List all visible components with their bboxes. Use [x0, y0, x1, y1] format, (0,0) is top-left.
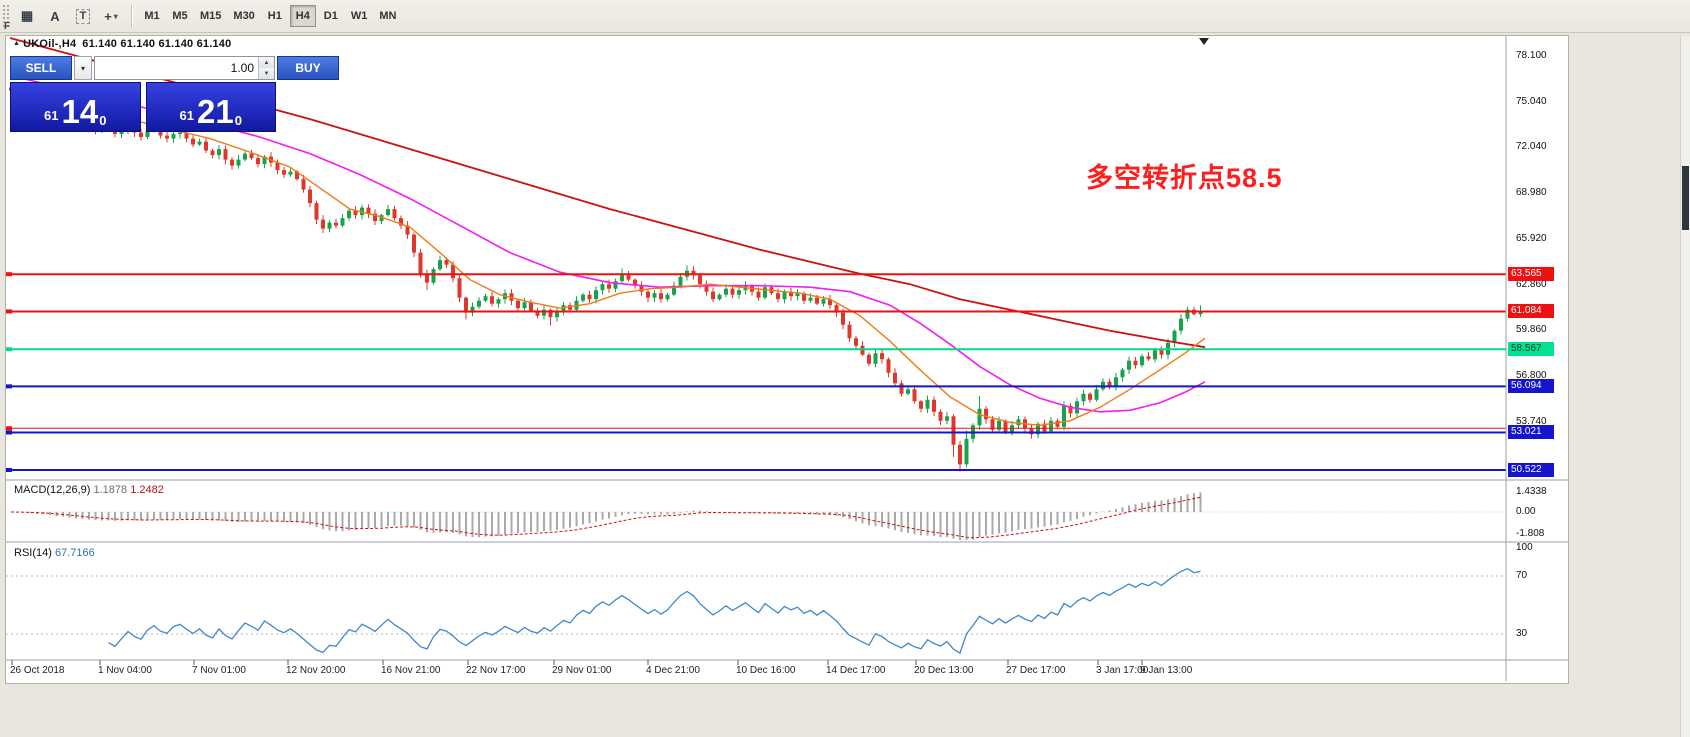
trade-prices-row: 61 14 0 61 21 0: [10, 82, 276, 132]
chart-ohlc-values: 61.140 61.140 61.140 61.140: [82, 38, 232, 50]
price-line-tag: 53.021: [1508, 425, 1554, 440]
time-axis-label: 3 Jan 17:00: [1096, 665, 1149, 676]
rsi-indicator-label: RSI(14) 67.7166: [14, 547, 95, 559]
lot-spin-down-icon[interactable]: ▼: [259, 68, 275, 79]
price-line-tag: 58.567: [1508, 342, 1554, 357]
buy-price-sup: 0: [234, 113, 242, 128]
time-axis-label: 27 Dec 17:00: [1006, 665, 1066, 676]
lot-spin-up-icon[interactable]: ▲: [259, 57, 275, 68]
trade-controls-row: SELL ▾ ▲ ▼ BUY: [10, 56, 340, 80]
one-click-trading-panel: SELL ▾ ▲ ▼ BUY 61 14 0 61 21 0: [10, 56, 340, 132]
scrollbar-thumb[interactable]: [1682, 166, 1689, 230]
price-axis-label: 53.740: [1516, 415, 1547, 427]
price-line-tag: 61.084: [1508, 304, 1554, 319]
time-axis-label: 10 Dec 16:00: [736, 665, 796, 676]
timeframe-m30[interactable]: M30: [228, 5, 259, 27]
rsi-axis-label: 30: [1516, 628, 1528, 639]
rsi-axis-label: 100: [1516, 542, 1533, 553]
time-axis-label: 9 Jan 13:00: [1140, 665, 1193, 676]
main-toolbar: ▦ A T + ▾ M1 M5 M15 M30 H1 H4 D1 W1 MN: [0, 0, 1690, 33]
price-line-tag: 50.522: [1508, 463, 1554, 477]
time-axis-label: 1 Nov 04:00: [98, 665, 152, 676]
buy-price-base: 61: [179, 107, 194, 123]
time-axis-label: 26 Oct 2018: [10, 665, 65, 676]
macd-name: MACD(12,26,9): [14, 484, 91, 496]
rsi-line: [108, 567, 1201, 654]
text-label-tool-icon[interactable]: A: [42, 4, 68, 28]
chart-shift-marker: [1199, 38, 1209, 45]
timeframe-h1[interactable]: H1: [262, 5, 288, 27]
time-axis-label: 29 Nov 01:00: [552, 665, 612, 676]
timeframe-m1[interactable]: M1: [139, 5, 165, 27]
price-axis-label: 65.920: [1516, 232, 1547, 244]
price-line-tag: 56.094: [1508, 379, 1554, 394]
time-axis-label: 20 Dec 13:00: [914, 665, 974, 676]
dock-label: F: [4, 21, 11, 32]
rsi-value: 67.7166: [54, 547, 95, 559]
lot-size-input[interactable]: [95, 57, 259, 79]
price-axis-label: 62.860: [1516, 278, 1547, 290]
rsi-axis-label: 70: [1516, 570, 1528, 581]
rsi-name: RSI(14): [14, 547, 52, 559]
macd-axis-label: 1.4338: [1516, 486, 1547, 497]
cursor-tool-icon[interactable]: + ▾: [98, 4, 124, 28]
buy-price-big: 21: [197, 93, 234, 131]
timeframe-m5[interactable]: M5: [167, 5, 193, 27]
sell-price-base: 61: [44, 107, 59, 123]
price-axis-label: 78.100: [1516, 50, 1547, 61]
trade-panel-toggle-icon[interactable]: ▲: [13, 40, 21, 47]
time-axis-label: 12 Nov 20:00: [286, 665, 346, 676]
chart-header: ▲ UKOil-,H4 61.140 61.140 61.140 61.140: [13, 38, 231, 50]
text-box-tool-icon[interactable]: T: [70, 4, 96, 28]
price-axis-label: 72.040: [1516, 140, 1547, 152]
price-axis-label: 75.040: [1516, 95, 1547, 107]
timeframe-toolbar: M1 M5 M15 M30 H1 H4 D1 W1 MN: [138, 0, 402, 32]
timeframe-h4[interactable]: H4: [289, 5, 316, 27]
price-line-tag: 63.565: [1508, 267, 1554, 282]
time-axis-label: 22 Nov 17:00: [466, 665, 526, 676]
ma-mid-line: [9, 74, 1206, 413]
lot-size-field: ▲ ▼: [94, 56, 276, 80]
buy-button[interactable]: BUY: [277, 56, 340, 80]
ma-short-line: [9, 92, 1206, 427]
timeframe-mn[interactable]: MN: [374, 5, 401, 27]
macd-axis-label: -1.808: [1516, 528, 1545, 539]
time-axis-label: 7 Nov 01:00: [192, 665, 246, 676]
toolbar-grip-handle[interactable]: [2, 4, 9, 28]
time-axis-label: 4 Dec 21:00: [646, 665, 700, 676]
chart-symbol-label: UKOil-,H4: [23, 38, 77, 50]
sell-price-big: 14: [61, 93, 99, 131]
chart-annotation: 多空转折点58.5: [1086, 163, 1283, 193]
timeframe-m15[interactable]: M15: [195, 5, 226, 27]
sell-button[interactable]: SELL: [10, 56, 72, 80]
price-chart-canvas[interactable]: [6, 36, 1568, 683]
time-axis-label: 16 Nov 21:00: [381, 665, 441, 676]
toolbar-separator: [131, 5, 132, 27]
lot-dropdown-caret-icon[interactable]: ▾: [74, 56, 93, 80]
vertical-scrollbar[interactable]: [1680, 36, 1690, 737]
lot-spinner: ▲ ▼: [258, 57, 275, 79]
macd-signal-line: [10, 496, 1201, 539]
macd-main-value: 1.1878: [93, 484, 128, 496]
price-axis[interactable]: 78.100 75.040 72.040 68.980 65.920 62.860 59.8…: [1507, 36, 1568, 681]
sell-price-box[interactable]: 61 14 0: [10, 82, 141, 132]
grid-tool-icon[interactable]: ▦: [14, 4, 40, 28]
macd-indicator-label: MACD(12,26,9) 1.1878 1.2482: [14, 484, 164, 496]
macd-signal-value: 1.2482: [130, 484, 164, 496]
chart-tools-group: ▦ A T + ▾: [13, 0, 125, 32]
price-axis-label: 68.980: [1516, 186, 1547, 198]
sell-price-sup: 0: [99, 113, 107, 128]
time-axis[interactable]: 26 Oct 2018 1 Nov 04:00 7 Nov 01:00 12 Nov …: [6, 665, 1506, 680]
macd-axis-label: 0.00: [1516, 506, 1536, 517]
price-axis-label: 59.860: [1516, 323, 1547, 335]
time-axis-label: 14 Dec 17:00: [826, 665, 886, 676]
price-axis-label: 56.800: [1516, 369, 1547, 381]
timeframe-w1[interactable]: W1: [346, 5, 373, 27]
chart-window: ▲ UKOil-,H4 61.140 61.140 61.140 61.140 SE…: [5, 35, 1569, 684]
dropdown-caret-icon: ▾: [113, 11, 118, 21]
timeframe-d1[interactable]: D1: [318, 5, 344, 27]
buy-price-box[interactable]: 61 21 0: [145, 82, 276, 132]
